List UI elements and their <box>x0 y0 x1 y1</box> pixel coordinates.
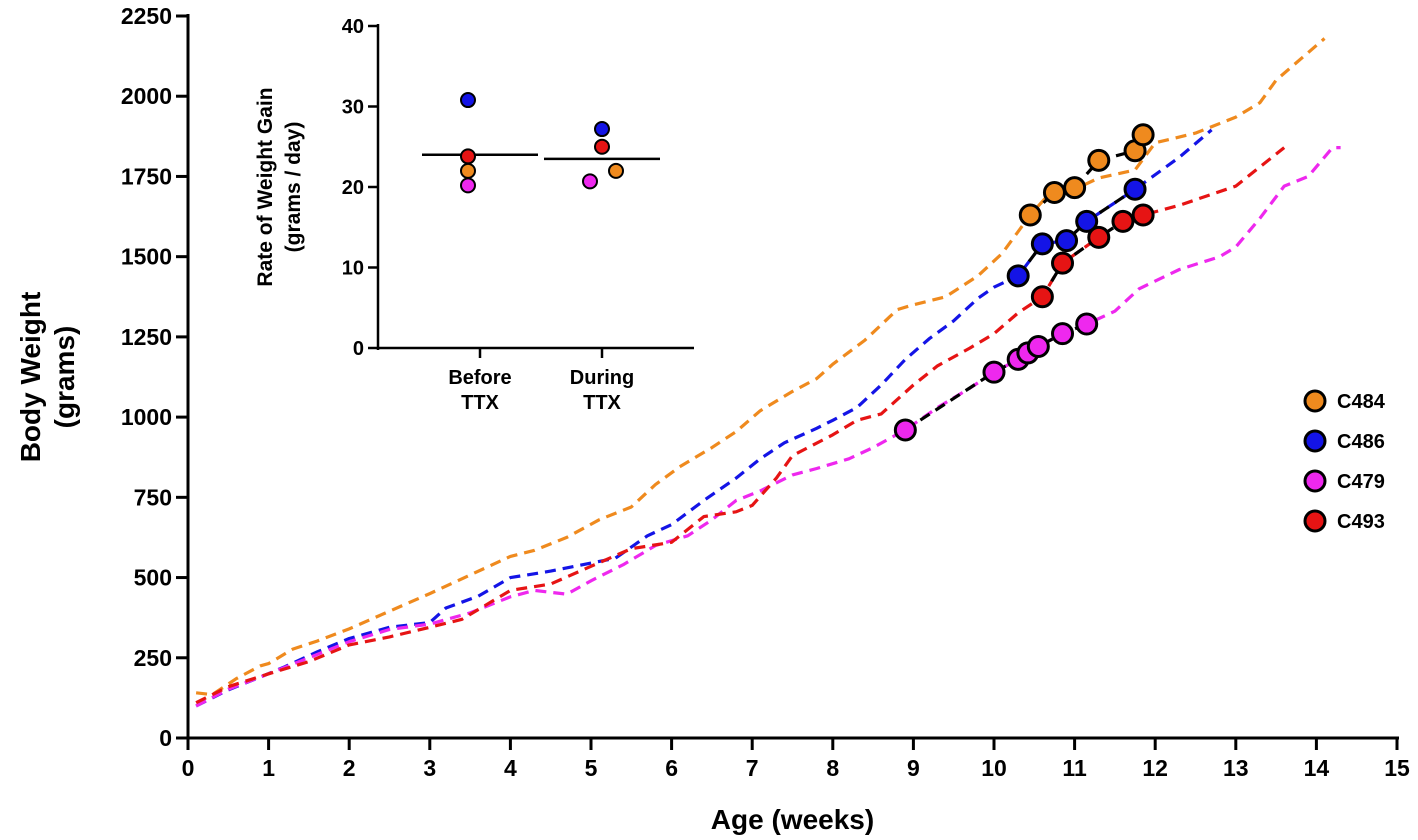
main-series-lines <box>195 37 1341 708</box>
data-point-C479 <box>893 418 917 442</box>
main-series-points <box>893 123 1155 442</box>
inset-category-label: Before TTX <box>448 367 511 414</box>
inset-y-tick-label: 0 <box>353 338 364 360</box>
x-tick-label: 11 <box>1062 755 1087 781</box>
x-tick-label: 0 <box>182 755 195 781</box>
inset-category-label-line: During <box>570 367 634 389</box>
data-point-C486 <box>1075 209 1099 233</box>
legend-label-C484: C484 <box>1337 391 1386 413</box>
data-point-C486 <box>1123 177 1147 201</box>
x-tick-label: 8 <box>826 755 839 781</box>
inset-category-label-line: TTX <box>583 392 621 414</box>
series-line-C486 <box>195 128 1213 708</box>
data-point-C479 <box>1026 335 1050 359</box>
y-tick-label: 2000 <box>121 83 172 109</box>
y-tick-label: 500 <box>134 565 172 591</box>
data-point-C479 <box>982 360 1006 384</box>
x-tick-label: 1 <box>262 755 275 781</box>
data-point-C493 <box>1131 203 1155 227</box>
x-tick-label: 13 <box>1223 755 1249 781</box>
inset-y-tick-label: 20 <box>342 177 364 199</box>
inset-point-C484 <box>608 162 624 179</box>
data-point-C479 <box>1075 312 1099 336</box>
legend-marker-C484 <box>1303 389 1327 413</box>
y-tick-label: 2250 <box>121 3 172 29</box>
legend-marker-C493 <box>1303 509 1327 533</box>
x-tick-label: 14 <box>1304 755 1330 781</box>
series-line-C493 <box>195 146 1286 705</box>
x-tick-label: 7 <box>746 755 759 781</box>
data-point-C486 <box>1006 264 1030 288</box>
x-tick-label: 5 <box>585 755 598 781</box>
y-tick-label: 250 <box>134 645 172 671</box>
data-point-C493 <box>1030 285 1054 309</box>
series-segment-C486 <box>1016 187 1136 277</box>
legend-label-C479: C479 <box>1337 471 1385 493</box>
x-tick-label: 12 <box>1142 755 1168 781</box>
x-tick-label: 2 <box>343 755 356 781</box>
series-segment-C493 <box>1041 213 1144 298</box>
data-point-C479 <box>1051 322 1075 346</box>
inset-y-axis-title-line: (grams / day) <box>282 122 305 253</box>
y-tick-label: 750 <box>134 484 172 510</box>
inset-point-C486 <box>594 121 610 138</box>
inset-category-label-line: TTX <box>461 392 499 414</box>
inset-y-axis-title-line: Rate of Weight Gain <box>254 87 277 286</box>
data-point-C484 <box>1018 203 1042 227</box>
inset-point-C493 <box>460 148 476 165</box>
x-tick-label: 9 <box>907 755 920 781</box>
inset-chart: 0 10 20 30 40 Before TTX During TTX Rate of Weigh… <box>254 16 694 414</box>
legend: C484 C486 C479 C493 <box>1303 389 1386 533</box>
data-point-C484 <box>1087 148 1111 172</box>
data-point-C484 <box>1131 123 1155 147</box>
data-point-C493 <box>1087 225 1111 249</box>
series-line-C484 <box>195 37 1326 697</box>
inset-point-C484 <box>460 162 476 179</box>
inset-point-C493 <box>594 138 610 155</box>
data-point-C493 <box>1111 209 1135 233</box>
y-tick-label: 1750 <box>121 163 172 189</box>
x-tick-label: 15 <box>1384 755 1410 781</box>
data-point-C484 <box>1063 176 1087 200</box>
legend-label-C493: C493 <box>1337 511 1385 533</box>
inset-y-tick-label: 30 <box>342 97 364 119</box>
inset-point-C479 <box>460 177 476 194</box>
x-tick-label: 6 <box>665 755 678 781</box>
y-tick-label: 0 <box>159 725 172 751</box>
y-tick-label: 1500 <box>121 244 172 270</box>
series-line-C479 <box>195 146 1341 708</box>
data-point-C486 <box>1055 229 1079 253</box>
y-tick-label: 1000 <box>121 404 172 430</box>
inset-y-tick-label: 40 <box>342 16 364 38</box>
data-point-C486 <box>1030 232 1054 256</box>
inset-point-C479 <box>582 173 598 190</box>
data-point-C484 <box>1042 180 1066 204</box>
legend-marker-C486 <box>1303 429 1327 453</box>
y-tick-label: 1250 <box>121 324 172 350</box>
legend-label-C486: C486 <box>1337 431 1385 453</box>
inset-point-C486 <box>460 92 476 109</box>
y-axis-title: Body Weight (grams) <box>15 292 80 463</box>
inset-category-label: During TTX <box>570 367 634 414</box>
x-tick-label: 3 <box>423 755 436 781</box>
inset-y-tick-label: 10 <box>342 258 364 280</box>
x-tick-label: 4 <box>504 755 517 781</box>
y-axis-title-line: (grams) <box>49 326 80 429</box>
legend-marker-C479 <box>1303 469 1327 493</box>
inset-y-axis-title: Rate of Weight Gain (grams / day) <box>254 87 305 286</box>
inset-category-label-line: Before <box>448 367 511 389</box>
data-point-C493 <box>1051 251 1075 275</box>
y-axis-title-line: Body Weight <box>15 292 46 463</box>
x-tick-label: 10 <box>981 755 1007 781</box>
x-axis-title: Age (weeks) <box>711 804 874 835</box>
